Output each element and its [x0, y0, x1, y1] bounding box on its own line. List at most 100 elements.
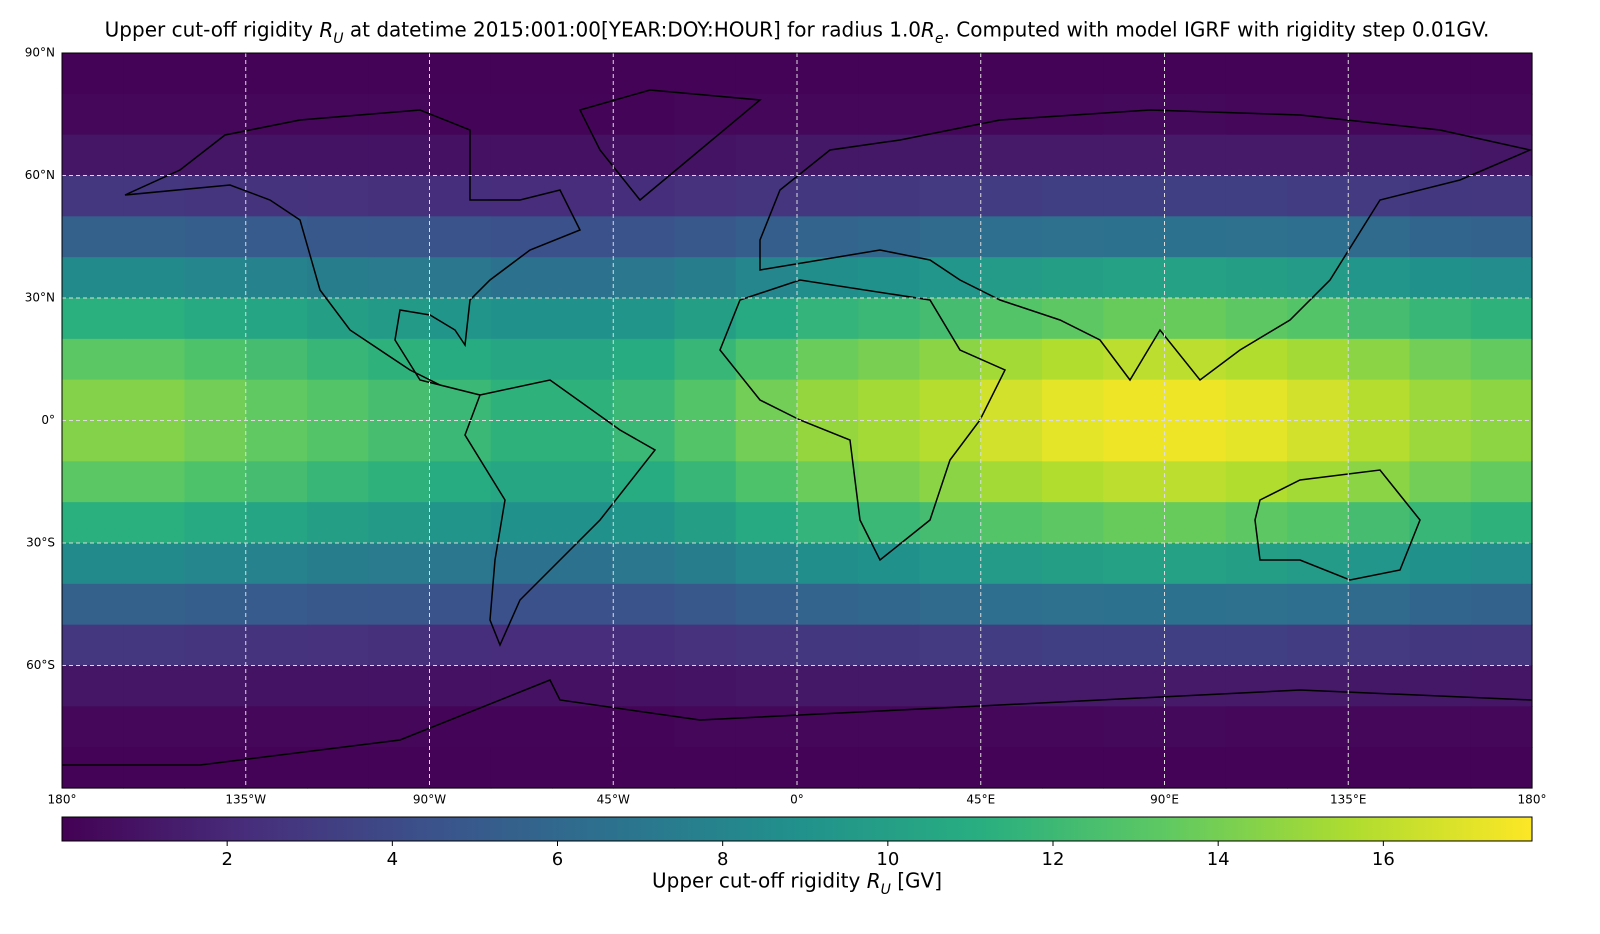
heatmap-cell	[1348, 583, 1411, 626]
heatmap-cell	[245, 624, 308, 667]
heatmap-cell	[184, 134, 247, 177]
heatmap-cell	[62, 665, 124, 707]
heatmap-cell	[1287, 706, 1349, 748]
heatmap-cell	[1409, 543, 1472, 585]
heatmap-cell	[980, 134, 1043, 177]
heatmap-cell	[1042, 338, 1104, 381]
heatmap-cell	[919, 624, 982, 667]
heatmap-cell	[1409, 461, 1472, 503]
heatmap-cell	[368, 747, 431, 789]
heatmap-cell	[1103, 502, 1166, 544]
heatmap-cell	[184, 175, 247, 217]
heatmap-cell	[307, 583, 369, 626]
coastline	[1254, 469, 1421, 581]
heatmap-cell	[858, 53, 921, 95]
x-tick-label: 45°W	[597, 793, 630, 807]
x-tick-label: 45°E	[966, 793, 995, 807]
heatmap-cell	[429, 502, 492, 544]
coastline	[719, 279, 1007, 562]
heatmap-cell	[429, 420, 492, 462]
heatmap-cell	[1042, 624, 1104, 667]
heatmap-cell	[1042, 298, 1104, 340]
heatmap-cell	[307, 134, 369, 177]
heatmap-cell	[62, 420, 124, 462]
heatmap-cell	[1409, 747, 1472, 789]
heatmap-cell	[245, 461, 308, 503]
heatmap-cell	[429, 93, 492, 136]
heatmap-cell	[797, 665, 859, 707]
heatmap-cell	[858, 298, 921, 340]
heatmap-cell	[1348, 93, 1411, 136]
heatmap-cell	[613, 543, 676, 585]
heatmap-cell	[123, 461, 186, 503]
heatmap-cell	[490, 338, 553, 381]
heatmap-cell	[245, 583, 308, 626]
heatmap-cell	[1225, 543, 1288, 585]
colorbar	[61, 816, 1533, 842]
heatmap-cell	[858, 747, 921, 789]
heatmap-cell	[307, 461, 369, 503]
heatmap-cell	[307, 379, 369, 422]
heatmap-cell	[1164, 298, 1227, 340]
heatmap-cell	[919, 338, 982, 381]
y-tick-label: 30°S	[26, 536, 55, 550]
heatmap-cell	[1164, 502, 1227, 544]
heatmap-cell	[613, 216, 676, 258]
heatmap-cell	[184, 420, 247, 462]
heatmap-cell	[1225, 338, 1288, 381]
heatmap-cell	[919, 706, 982, 748]
heatmap-cell	[613, 706, 676, 748]
heatmap-cell	[919, 298, 982, 340]
heatmap-cell	[858, 461, 921, 503]
heatmap-cell	[245, 134, 308, 177]
heatmap-cell	[123, 583, 186, 626]
heatmap-cell	[1409, 298, 1472, 340]
heatmap-cell	[307, 706, 369, 748]
heatmap-cell	[1409, 216, 1472, 258]
heatmap-cell	[1164, 624, 1227, 667]
heatmap-cell	[1409, 420, 1472, 462]
heatmap-cell	[980, 257, 1043, 299]
heatmap-cell	[1164, 379, 1227, 422]
heatmap-cell	[429, 583, 492, 626]
x-tick-label: 135°W	[225, 793, 266, 807]
heatmap-cell	[245, 53, 308, 95]
heatmap-cell	[62, 624, 124, 667]
heatmap-cell	[62, 379, 124, 422]
heatmap-cell	[674, 665, 737, 707]
colorbar-tick-label: 6	[552, 849, 563, 870]
coastline	[464, 379, 657, 647]
heatmap-cell	[613, 747, 676, 789]
heatmap-cell	[797, 583, 859, 626]
heatmap-cell	[613, 665, 676, 707]
heatmap-cell	[1287, 420, 1349, 462]
heatmap-cell	[1348, 665, 1411, 707]
heatmap-cell	[674, 706, 737, 748]
heatmap-cell	[735, 134, 798, 177]
heatmap-cell	[858, 706, 921, 748]
heatmap-cell	[552, 583, 614, 626]
heatmap-cell	[1287, 665, 1349, 707]
heatmap-cell	[1470, 338, 1533, 381]
heatmap-cell	[429, 298, 492, 340]
heatmap-cell	[1042, 706, 1104, 748]
heatmap-cell	[1042, 216, 1104, 258]
heatmap-cell	[490, 216, 553, 258]
heatmap-cell	[674, 420, 737, 462]
heatmap-cell	[1348, 175, 1411, 217]
heatmap-cell	[1348, 216, 1411, 258]
heatmap-cell	[123, 257, 186, 299]
chart-title: Upper cut-off rigidity RU at datetime 20…	[105, 18, 1490, 48]
heatmap-cell	[797, 624, 859, 667]
heatmap-cell	[858, 338, 921, 381]
heatmap-cell	[1164, 706, 1227, 748]
heatmap-cell	[245, 706, 308, 748]
heatmap-cell	[735, 175, 798, 217]
heatmap-cell	[1042, 461, 1104, 503]
heatmap-cell	[1225, 461, 1288, 503]
heatmap-cell	[1103, 461, 1166, 503]
heatmap-cell	[123, 298, 186, 340]
heatmap-cell	[613, 93, 676, 136]
heatmap-cell	[797, 298, 859, 340]
colorbar-tick-label: 12	[1042, 849, 1065, 870]
